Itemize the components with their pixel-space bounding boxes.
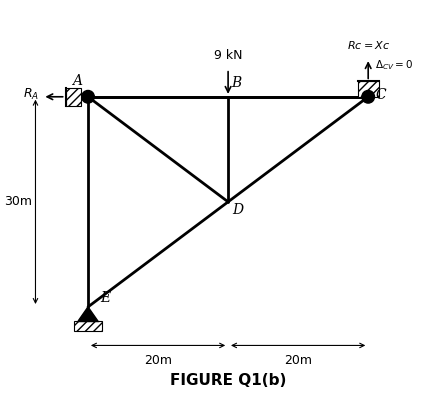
Circle shape [81, 90, 94, 103]
Circle shape [361, 90, 374, 103]
Text: 30m: 30m [4, 195, 32, 208]
Text: 20m: 20m [144, 354, 172, 367]
Text: B: B [230, 77, 241, 90]
Bar [66, 87, 81, 106]
Text: 20m: 20m [283, 354, 311, 367]
Text: FIGURE Q1(b): FIGURE Q1(b) [170, 373, 285, 388]
Text: A: A [72, 75, 82, 88]
Text: $R_A$: $R_A$ [23, 87, 39, 102]
Text: D: D [232, 203, 243, 217]
Text: $Rc = Xc$: $Rc = Xc$ [346, 39, 389, 51]
Polygon shape [78, 307, 98, 321]
Text: 9 kN: 9 kN [213, 49, 242, 62]
Bar [357, 81, 378, 97]
Text: E: E [101, 291, 110, 305]
Text: $\Delta_{CV}=0$: $\Delta_{CV}=0$ [374, 58, 412, 72]
Bar [74, 321, 102, 331]
Text: C: C [374, 88, 385, 102]
